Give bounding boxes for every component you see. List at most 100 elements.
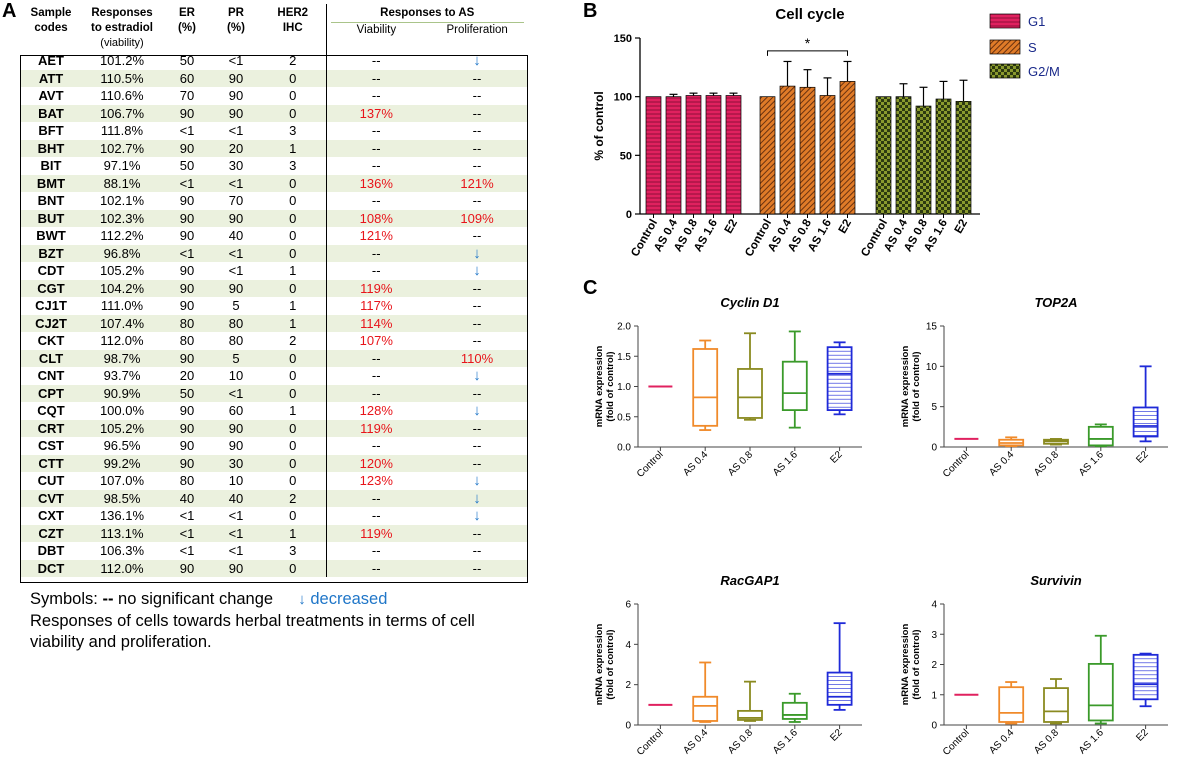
- decrease-arrow-icon: ↓: [298, 591, 306, 608]
- decrease-arrow-icon: ↓: [473, 262, 481, 279]
- cell-estradiol-response: 106.3%: [99, 543, 145, 558]
- bar-g2m-3: [935, 98, 952, 215]
- cell-sample-code: CNT: [37, 368, 65, 383]
- table-row: BMT 88.1% <1 <1 0 136% 121%: [20, 174, 528, 192]
- cell-er: 50: [179, 53, 195, 68]
- cell-proliferation: --: [472, 333, 482, 348]
- cell-sample-code: CST: [38, 438, 64, 453]
- table-row: ATT 110.5% 60 90 0 -- --: [20, 69, 528, 87]
- table-row: CST 96.5% 90 90 0 -- --: [20, 437, 528, 455]
- cell-her2: 0: [260, 384, 326, 402]
- table-row: CQT 100.0% 90 60 1 128% ↓: [20, 402, 528, 420]
- cell-viability: 119%: [325, 419, 426, 437]
- cell-sample-code: AVT: [38, 88, 64, 103]
- cell-her2: 1: [260, 314, 326, 332]
- cell-estradiol-response: 100.0%: [99, 403, 145, 418]
- cell-er: 90: [162, 349, 212, 367]
- table-row: CTT 99.2% 90 30 0 120% --: [20, 454, 528, 472]
- cell-estradiol-response: 112.0%: [100, 333, 144, 348]
- y-axis-label: mRNA expression: [900, 624, 911, 706]
- cell-viability: --: [325, 157, 426, 175]
- cell-viability: --: [325, 122, 426, 140]
- cell-er: 90: [162, 419, 212, 437]
- y-tick-label: 0: [626, 209, 632, 221]
- cell-estradiol-response: 113.1%: [82, 524, 162, 542]
- x-tick-label: AS 1.6: [771, 727, 800, 756]
- box-4: [1132, 653, 1159, 701]
- cell-pr: 5: [232, 298, 240, 313]
- cell-er: 70: [179, 88, 195, 103]
- cell-er: 90: [179, 403, 195, 418]
- y-tick-label: 1: [931, 690, 937, 701]
- cell-her2: 0: [289, 473, 297, 488]
- survivin-boxplot: Survivin 0 1 2 3 4 mRNA expression (fold of con…: [900, 573, 1168, 758]
- cell-pr: <1: [212, 524, 260, 542]
- box-4: [1132, 406, 1159, 438]
- box-1: [998, 686, 1025, 723]
- cell-pr: 90: [212, 279, 260, 297]
- cell-viability: --: [325, 559, 426, 577]
- cell-pr: 90: [212, 419, 260, 437]
- cell-estradiol-response: 96.8%: [82, 244, 162, 262]
- table-row: CNT 93.7% 20 10 0 -- ↓: [20, 367, 528, 385]
- legend-label: S: [1028, 40, 1037, 55]
- cell-viability: 119%: [325, 279, 426, 297]
- cell-viability: --: [325, 52, 426, 70]
- box-4: [826, 346, 853, 411]
- y-axis-label: % of control: [592, 91, 606, 160]
- chart-title: RacGAP1: [720, 573, 779, 588]
- cell-sample-code: CUT: [37, 473, 65, 488]
- cell-proliferation: --: [472, 298, 482, 313]
- cell-sample-code: BFT: [38, 123, 64, 138]
- cell-viability: --: [325, 87, 426, 105]
- cell-er: 50: [162, 384, 212, 402]
- y-tick-label: 2: [625, 680, 631, 691]
- x-tick-label: E2: [1134, 449, 1151, 466]
- cell-proliferation: --: [426, 559, 528, 577]
- cell-pr: <1: [228, 123, 244, 138]
- cell-pr: 5: [212, 349, 260, 367]
- bar-g1-1: [665, 96, 682, 215]
- cell-proliferation: --: [472, 438, 482, 453]
- cell-viability: 107%: [325, 332, 426, 350]
- header-her2: HER2 IHC: [277, 7, 309, 34]
- cell-pr: 90: [212, 559, 260, 577]
- cell-viability: --: [325, 489, 426, 507]
- table-row: CUT 107.0% 80 10 0 123% ↓: [20, 472, 528, 490]
- y-axis-label: (fold of control): [605, 351, 616, 421]
- header-pr: PR (%): [227, 7, 245, 34]
- cell-her2: 0: [289, 438, 297, 453]
- legend-swatch-2: [989, 63, 1021, 79]
- cell-er: 90: [162, 559, 212, 577]
- y-tick-label: 150: [614, 33, 632, 45]
- chart-title: Cyclin D1: [720, 295, 779, 310]
- cell-estradiol-response: 90.9%: [82, 384, 162, 402]
- cell-proliferation: --: [472, 88, 482, 103]
- y-axis-label: mRNA expression: [900, 346, 911, 428]
- cell-pr: 30: [212, 454, 260, 472]
- cell-pr: 90: [212, 104, 260, 122]
- cell-viability: 128%: [325, 402, 426, 420]
- bar-s-3: [819, 95, 836, 215]
- y-tick-label: 5: [931, 402, 937, 413]
- cell-estradiol-response: 112.0%: [82, 559, 162, 577]
- cell-her2: 0: [260, 69, 326, 87]
- cell-pr: <1: [212, 244, 260, 262]
- box-2: [1043, 687, 1069, 723]
- x-tick-label: E2: [723, 218, 740, 236]
- symbols-no-change: no significant change: [118, 590, 274, 608]
- cell-estradiol-response: 110.5%: [82, 69, 162, 87]
- header-er: ER (%): [178, 7, 196, 34]
- cell-sample-code: CQT: [37, 403, 65, 418]
- cell-er: 80: [179, 473, 195, 488]
- cell-her2: 0: [260, 454, 326, 472]
- cell-estradiol-response: 111.0%: [100, 298, 144, 313]
- cell-sample-code: BWT: [36, 228, 66, 243]
- table-row: CKT 112.0% 80 80 2 107% --: [20, 332, 528, 350]
- table-row: AET 101.2% 50 <1 2 -- ↓: [20, 52, 528, 70]
- cell-viability: --: [325, 244, 426, 262]
- cell-estradiol-response: 96.5%: [103, 438, 141, 453]
- cell-er: 90: [162, 454, 212, 472]
- cell-sample-code: CXT: [38, 508, 64, 523]
- cell-er: <1: [179, 508, 195, 523]
